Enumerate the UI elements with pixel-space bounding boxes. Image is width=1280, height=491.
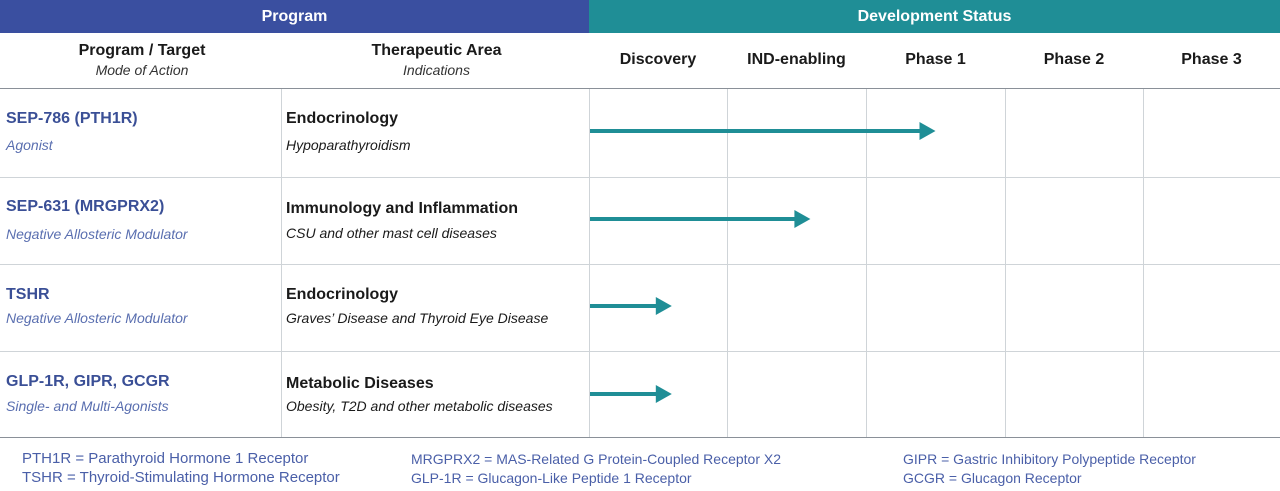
program-name: SEP-786 (PTH1R)	[6, 110, 138, 127]
legend-entry: TSHR = Thyroid-Stimulating Hormone Recep…	[22, 469, 340, 486]
column-divider	[1005, 89, 1006, 437]
indication: Obesity, T2D and other metabolic disease…	[286, 398, 553, 414]
progress-arrow	[590, 297, 672, 315]
indication: Hypoparathyroidism	[286, 137, 411, 153]
stage-header-phase-3: Phase 3	[1181, 51, 1242, 68]
stage-header-phase-2: Phase 2	[1043, 51, 1105, 68]
legend-entry: PTH1R = Parathyroid Hormone 1 Receptor	[22, 450, 309, 467]
mode-of-action: Agonist	[6, 137, 53, 153]
row-divider	[0, 177, 1280, 178]
legend-entry: GIPR = Gastric Inhibitory Polypeptide Re…	[903, 451, 1196, 467]
legend-col-1: PTH1R = Parathyroid Hormone 1 Receptor T…	[22, 450, 340, 486]
therapeutic-area-header: Therapeutic Area Indications	[284, 42, 589, 78]
stage-header-ind-enabling: IND-enabling	[747, 51, 846, 68]
mode-of-action: Single- and Multi-Agonists	[6, 398, 169, 414]
therapeutic-area: Endocrinology	[286, 286, 398, 303]
mode-of-action-subtitle: Mode of Action	[95, 62, 189, 78]
legend-entry: GLP-1R = Glucagon-Like Peptide 1 Recepto…	[411, 470, 692, 486]
program-name: TSHR	[6, 286, 50, 303]
column-divider	[866, 89, 867, 437]
column-divider	[281, 89, 282, 437]
program-name: SEP-631 (MRGPRX2)	[6, 198, 165, 215]
program-target-header: Program / Target Mode of Action	[0, 42, 284, 78]
legend-col-2: MRGPRX2 = MAS-Related G Protein-Coupled …	[411, 451, 781, 486]
indication: CSU and other mast cell diseases	[286, 225, 497, 241]
header-divider	[0, 88, 1280, 89]
program-target-title: Program / Target	[78, 42, 206, 59]
column-divider	[1143, 89, 1144, 437]
therapeutic-area-title: Therapeutic Area	[371, 42, 502, 59]
indication: Graves’ Disease and Thyroid Eye Disease	[286, 310, 549, 326]
program-header-label: Program	[261, 7, 328, 25]
mode-of-action: Negative Allosteric Modulator	[6, 226, 188, 242]
progress-arrow-head	[655, 297, 672, 315]
column-divider	[589, 89, 590, 437]
progress-arrow-head	[794, 210, 811, 228]
footer-divider	[0, 437, 1280, 438]
progress-arrow	[590, 122, 936, 140]
mode-of-action: Negative Allosteric Modulator	[6, 310, 188, 326]
therapeutic-area: Immunology and Inflammation	[286, 200, 519, 217]
row-divider	[0, 351, 1280, 352]
stage-header-discovery: Discovery	[619, 51, 697, 68]
progress-arrow-head	[919, 122, 936, 140]
status-header-band: Development Status	[589, 0, 1280, 33]
legend-entry: MRGPRX2 = MAS-Related G Protein-Coupled …	[411, 451, 781, 467]
therapeutic-area: Endocrinology	[286, 110, 398, 127]
progress-arrow	[590, 385, 672, 403]
program-name: GLP-1R, GIPR, GCGR	[6, 373, 170, 390]
legend-col-3: GIPR = Gastric Inhibitory Polypeptide Re…	[903, 451, 1196, 486]
indications-subtitle: Indications	[403, 62, 470, 78]
progress-arrow	[590, 210, 811, 228]
program-header-band: Program	[0, 0, 589, 33]
status-header-label: Development Status	[857, 7, 1012, 25]
therapeutic-area: Metabolic Diseases	[286, 375, 434, 392]
legend-entry: GCGR = Glucagon Receptor	[903, 470, 1082, 486]
stage-header-phase-1: Phase 1	[905, 51, 966, 68]
column-divider	[727, 89, 728, 437]
row-divider	[0, 264, 1280, 265]
progress-arrow-head	[655, 385, 672, 403]
